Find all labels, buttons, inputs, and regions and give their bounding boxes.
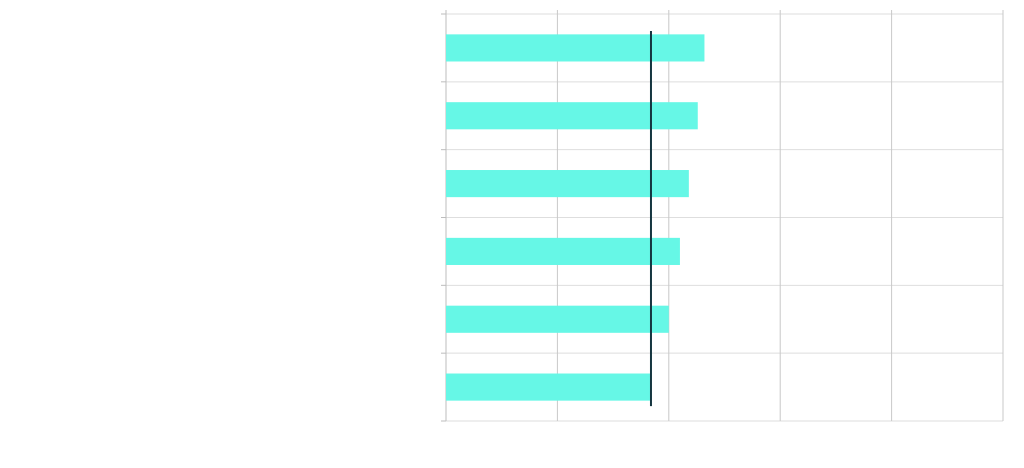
bar xyxy=(446,170,689,198)
bar xyxy=(446,34,705,62)
bar xyxy=(446,102,698,130)
bar xyxy=(446,305,669,333)
bar xyxy=(446,237,680,265)
bar xyxy=(446,373,651,401)
